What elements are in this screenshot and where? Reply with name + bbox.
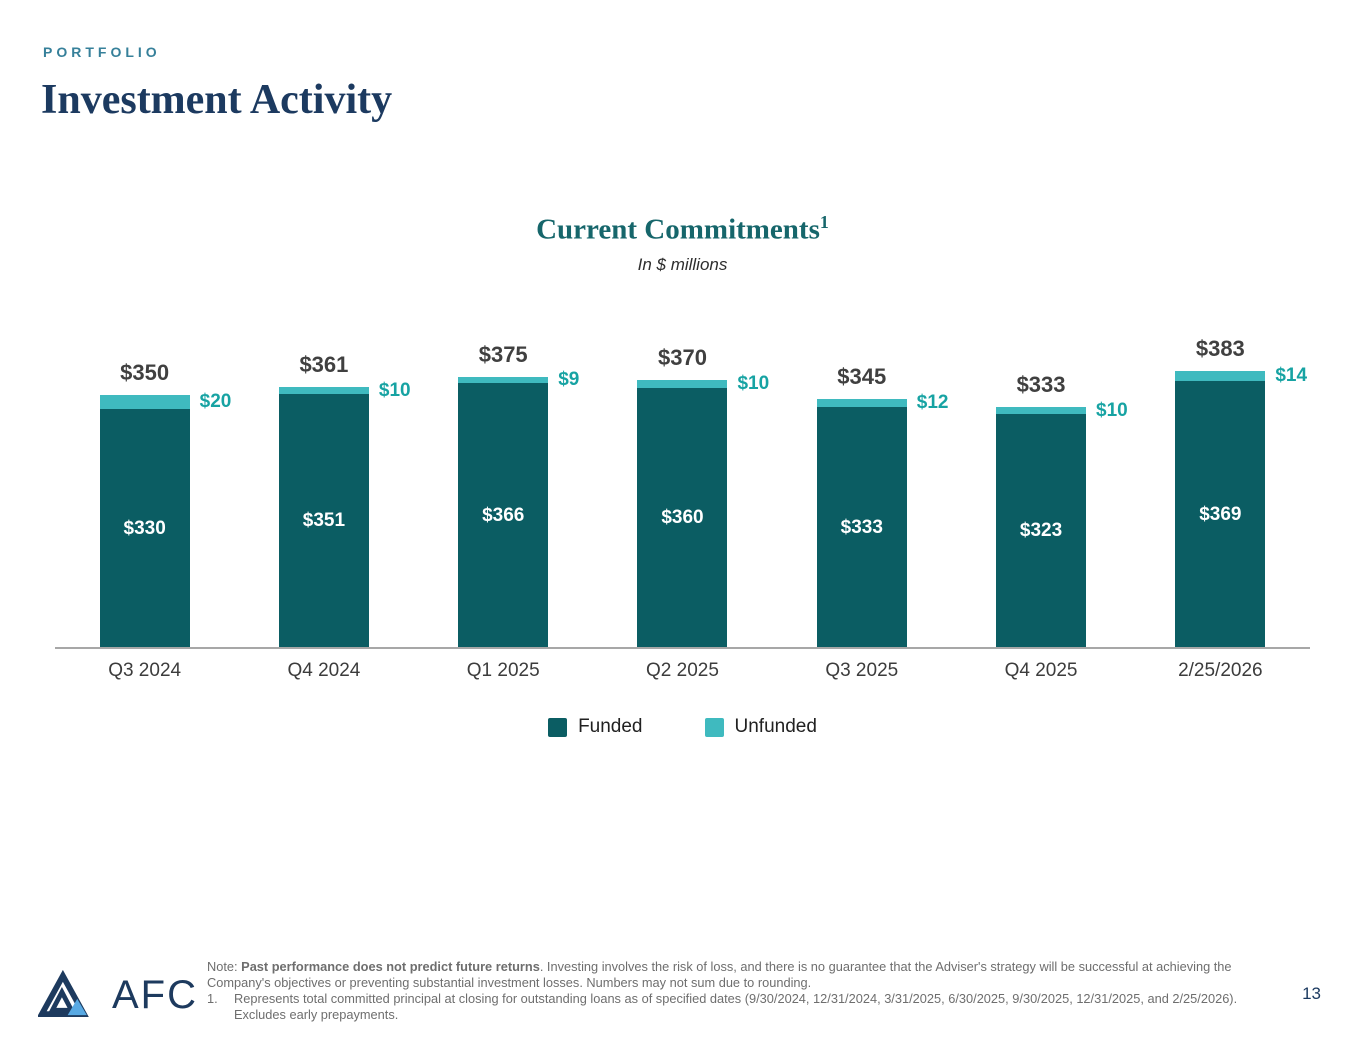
total-value-label: $361 [299, 351, 349, 377]
bar-segment-funded: $360 [637, 387, 728, 648]
page-number: 13 [1302, 984, 1321, 1003]
bar-segment-unfunded [1175, 371, 1266, 382]
x-axis-label: Q4 2025 [1004, 660, 1078, 681]
note-bold: Past performance does not predict future… [241, 959, 540, 974]
legend-item: Unfunded [704, 716, 817, 738]
x-axis-label: Q3 2025 [825, 660, 899, 681]
unfunded-value-label: $12 [916, 391, 949, 413]
bar-stack: $330 $20 [99, 391, 231, 648]
legend-label: Funded [578, 716, 643, 737]
bar-segment-unfunded [458, 376, 549, 384]
legend-swatch-icon [704, 717, 724, 737]
unfunded-value-label: $14 [1275, 365, 1308, 387]
bar-segment-funded: $366 [458, 383, 549, 648]
bar-stack: $369 $14 [1175, 365, 1307, 648]
bar-segment-unfunded [637, 380, 728, 388]
bar-column: $350 $330 $20 [55, 288, 234, 648]
bar-segment-unfunded [99, 394, 190, 410]
page-title: Investment Activity [41, 77, 393, 123]
bar-stack: $333 $12 [816, 392, 948, 648]
total-value-label: $375 [478, 341, 528, 367]
note-prefix: Note: [207, 959, 242, 974]
x-axis-label: Q4 2024 [287, 660, 361, 681]
x-axis-line [55, 647, 1310, 649]
total-value-label: $350 [120, 359, 170, 385]
bar-segment-unfunded [996, 407, 1087, 415]
bar-segment-funded: $333 [816, 407, 907, 648]
x-axis-label: Q1 2025 [466, 660, 540, 681]
bar-plot: $350 $330 $20 $361 $351 $10 $375 $366 $9 $370 $360… [55, 288, 1310, 648]
legend-swatch-icon [548, 717, 568, 737]
bar-stack: $323 $10 [996, 400, 1128, 648]
unfunded-value-label: $9 [558, 369, 580, 391]
unfunded-value-label: $20 [199, 391, 232, 413]
bar-segment-funded: $330 [99, 409, 190, 648]
x-axis-labels: Q3 2024 Q4 2024 Q1 2025 Q2 2025 Q3 2025 Q4 20… [55, 660, 1310, 682]
logo-text: AFC [112, 973, 198, 1017]
bar-column: $345 $333 $12 [772, 288, 951, 648]
bar-column: $375 $366 $9 [414, 288, 593, 648]
bar-column: $333 $323 $10 [951, 288, 1130, 648]
chart-legend: Funded Unfunded [0, 716, 1365, 738]
legend-label: Unfunded [734, 716, 817, 737]
unfunded-value-label: $10 [378, 379, 411, 401]
bar-segment-funded: $323 [996, 414, 1087, 648]
footnote-item: 1. Represents total committed principal … [207, 991, 1249, 1023]
total-value-label: $345 [837, 363, 887, 389]
bar-stack: $366 $9 [458, 369, 579, 648]
bar-stack: $360 $10 [637, 373, 769, 648]
legend-item: Funded [548, 716, 643, 738]
chart-title: Current Commitments1 [0, 212, 1365, 247]
unfunded-value-label: $10 [737, 373, 770, 395]
bar-column: $383 $369 $14 [1131, 288, 1310, 648]
note-rest: . Investing involves the risk of loss, a… [207, 959, 1232, 990]
bar-segment-funded: $351 [278, 394, 369, 648]
bar-segment-funded: $369 [1175, 381, 1266, 648]
footnote-number: 1. [207, 991, 218, 1006]
chart-subtitle: In $ millions [637, 255, 728, 274]
chart-title-superscript: 1 [819, 212, 829, 232]
bar-stack: $351 $10 [278, 380, 411, 648]
section-eyebrow: PORTFOLIO [43, 44, 161, 60]
x-axis-label: 2/25/2026 [1178, 660, 1263, 681]
afc-logo-mark-icon [38, 970, 89, 1018]
footnote-text: Represents total committed principal at … [234, 991, 1238, 1022]
total-value-label: $370 [658, 345, 707, 371]
bar-segment-unfunded [816, 398, 907, 408]
footer-note: Note: Past performance does not predict … [207, 959, 1249, 1023]
total-value-label: $333 [1016, 372, 1066, 398]
unfunded-value-label: $10 [1096, 399, 1128, 421]
bar-column: $370 $360 $10 [593, 288, 772, 648]
afc-logo: AFC [38, 970, 198, 1020]
bar-segment-unfunded [278, 386, 369, 395]
total-value-label: $383 [1195, 336, 1245, 362]
x-axis-label: Q3 2024 [108, 660, 182, 681]
chart-title-text: Current Commitments [536, 213, 820, 246]
x-axis-label: Q2 2025 [646, 660, 719, 681]
bar-column: $361 $351 $10 [234, 288, 413, 648]
disclaimer-paragraph: Note: Past performance does not predict … [207, 959, 1249, 991]
